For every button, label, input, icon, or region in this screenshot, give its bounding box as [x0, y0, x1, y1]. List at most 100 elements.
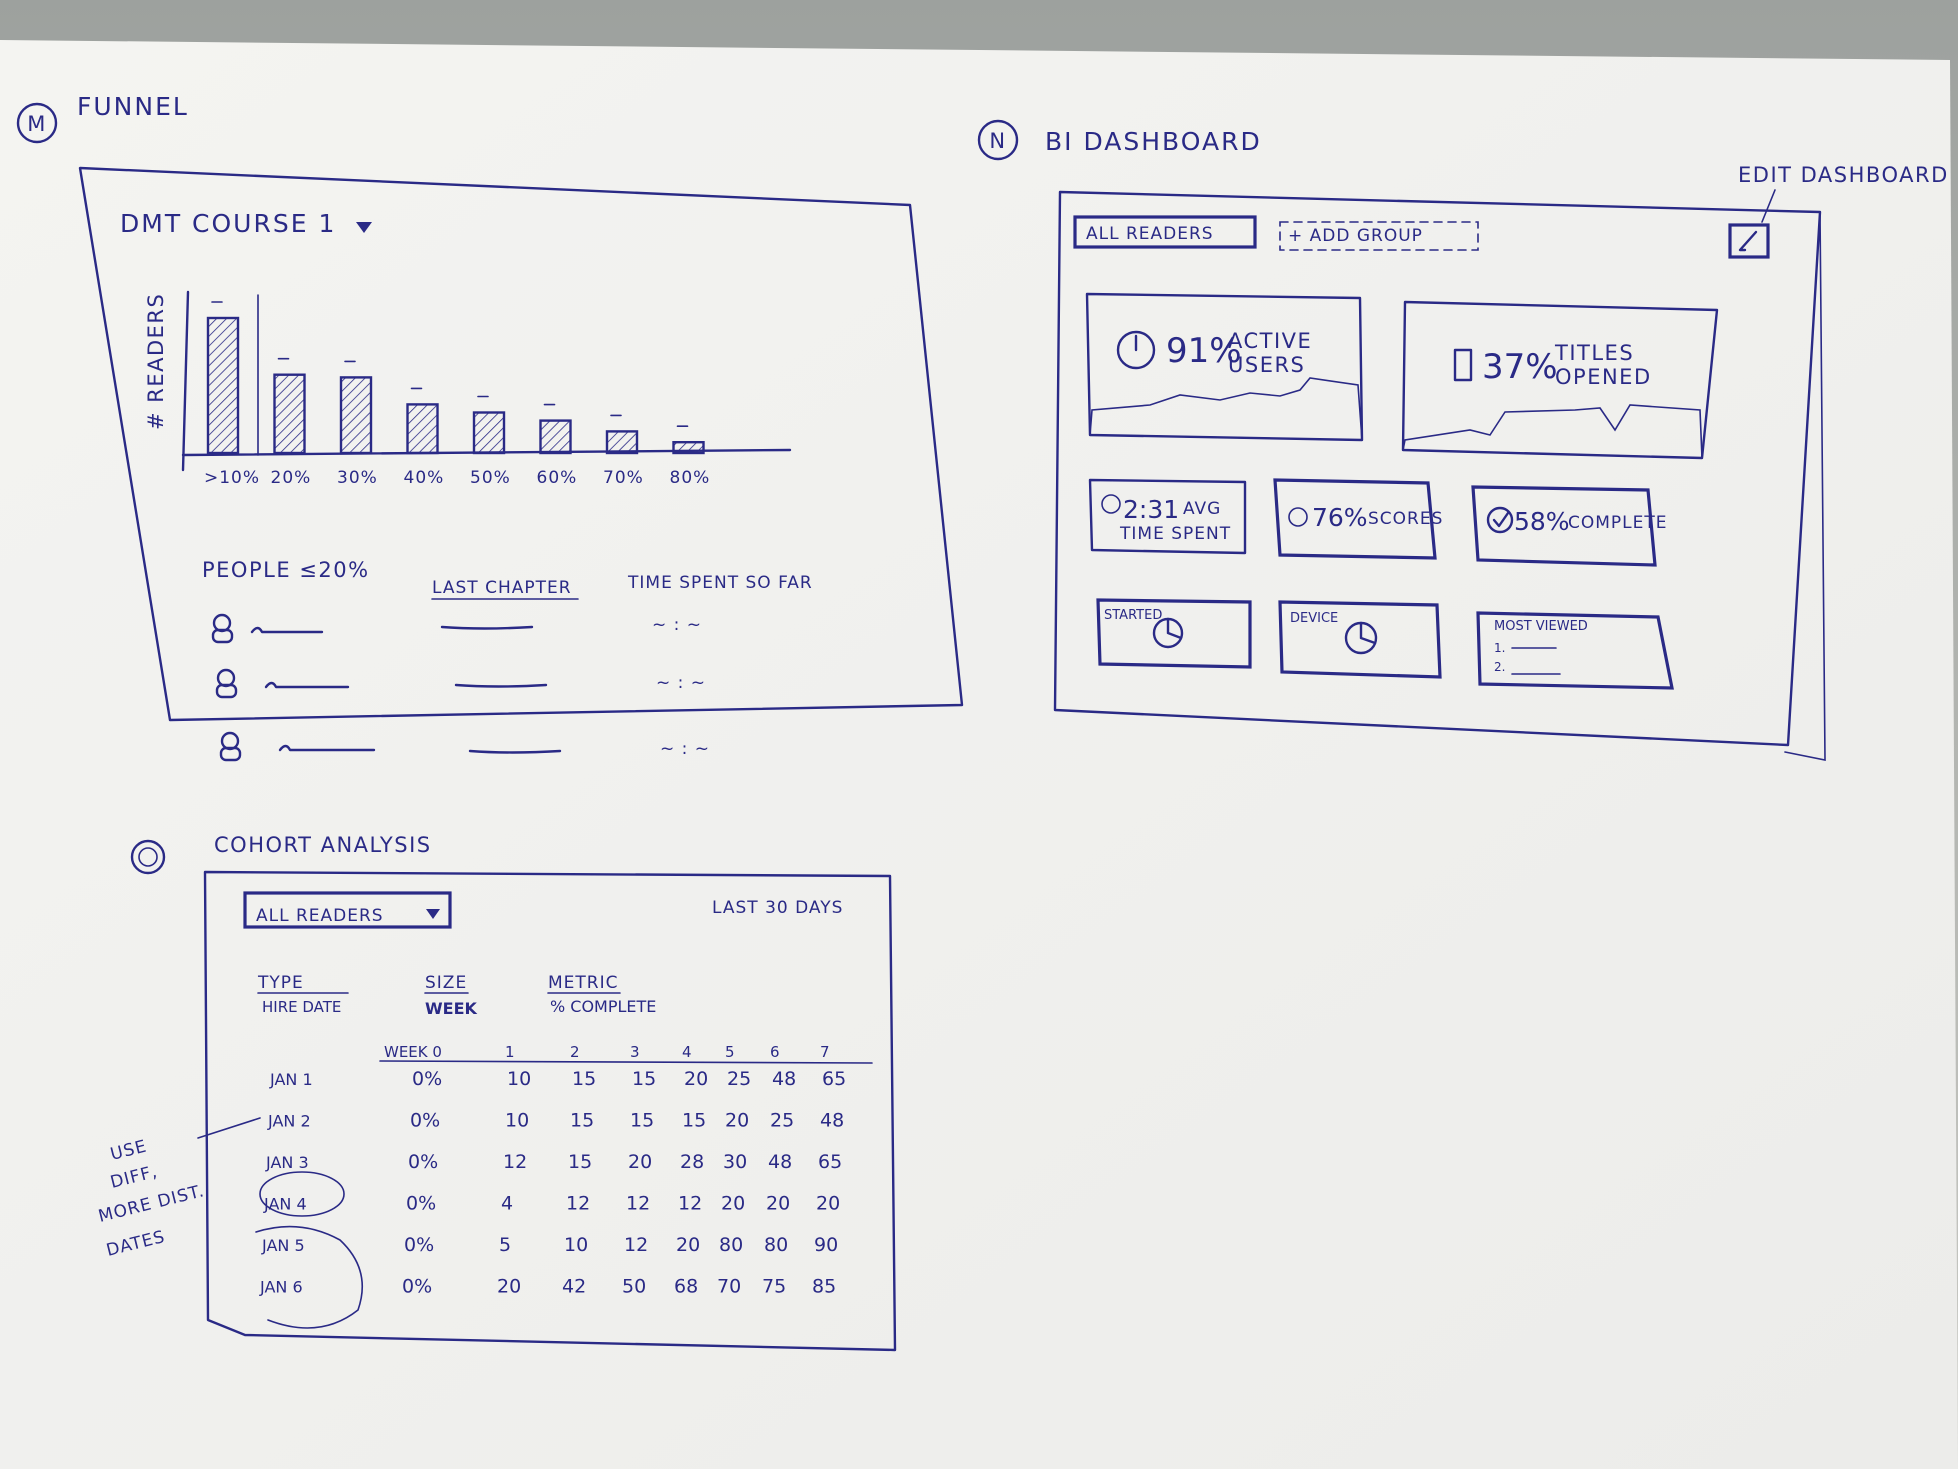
kpi-card-titles-opened[interactable]: 37% TITLES OPENED	[1401, 300, 1719, 460]
add-group-button[interactable]: + ADD GROUP	[1279, 221, 1479, 251]
stat-time-label-1: AVG	[1183, 499, 1221, 519]
cohort-cell: 0%	[404, 1234, 434, 1256]
cohort-cell: 30	[723, 1151, 747, 1173]
cohort-date-range: LAST 30 DAYS	[712, 898, 843, 918]
cohort-cell: 20	[628, 1151, 652, 1173]
funnel-bar-label: 70%	[603, 468, 644, 488]
cohort-row[interactable]: JAN 4 0% 4 12 12 12 20 20 20	[263, 1193, 840, 1215]
funnel-bar-label: 20%	[271, 468, 312, 488]
funnel-bar-chart: >10% 20% 30% 40% 50% 60% 70% 80%	[204, 294, 711, 488]
type-value[interactable]: HIRE DATE	[262, 998, 341, 1016]
kpi-card-active-users[interactable]: 91% ACTIVE USERS	[1085, 292, 1364, 442]
cohort-cell: 15	[682, 1110, 706, 1132]
section-marker-m	[16, 102, 58, 144]
person-icon-body	[215, 683, 238, 699]
size-value[interactable]: WEEK	[425, 999, 478, 1018]
funnel-bar[interactable]	[605, 430, 639, 455]
cohort-cell: 70	[717, 1276, 741, 1298]
cohort-cell: 12	[626, 1193, 650, 1215]
funnel-bar-label: 30%	[337, 468, 378, 488]
cohort-cell: 15	[568, 1151, 592, 1173]
cohort-cell: 68	[674, 1276, 698, 1298]
card-started-label: STARTED	[1104, 608, 1162, 623]
name-placeholder	[250, 626, 324, 634]
funnel-bar[interactable]	[273, 373, 306, 455]
kpi-titles-label-2: OPENED	[1555, 365, 1652, 389]
stat-complete-label: COMPLETE	[1568, 513, 1668, 533]
edit-dashboard-note: EDIT DASHBOARD	[1738, 163, 1949, 187]
name-placeholder	[264, 681, 350, 689]
cohort-filter-label: ALL READERS	[256, 906, 384, 926]
stat-card-complete[interactable]: 58% COMPLETE	[1471, 485, 1668, 567]
add-group-box	[1279, 221, 1479, 251]
cohort-header-rule	[379, 1060, 873, 1064]
funnel-bar[interactable]	[672, 441, 705, 455]
card-device-label: DEVICE	[1290, 611, 1338, 626]
pencil-icon	[1738, 230, 1758, 252]
score-icon	[1288, 507, 1308, 527]
all-readers-dropdown[interactable]: ALL READERS	[1073, 215, 1257, 249]
y-axis-label: # READERS	[144, 293, 168, 430]
section-marker-o-inner	[138, 847, 158, 867]
all-readers-dropdown-label: ALL READERS	[1086, 224, 1214, 244]
stat-time-label-2: TIME SPENT	[1119, 524, 1231, 544]
cohort-column-header: WEEK 0	[384, 1043, 442, 1061]
cohort-cell: 75	[762, 1276, 786, 1298]
card-device[interactable]: DEVICE	[1278, 600, 1442, 679]
cohort-row[interactable]: JAN 5 0% 5 10 12 20 80 80 90	[261, 1234, 838, 1256]
cohort-cell: 10	[505, 1110, 529, 1132]
cohort-cell: 15	[572, 1068, 596, 1090]
person-row[interactable]: ~ : ~	[211, 613, 702, 644]
stat-card-time-spent[interactable]: 2:31 AVG TIME SPENT	[1088, 478, 1247, 555]
cohort-cell: 25	[770, 1110, 794, 1132]
person-icon-body	[219, 746, 242, 762]
funnel-bar-label: 60%	[537, 468, 578, 488]
kpi-active-label-1: ACTIVE	[1228, 329, 1312, 353]
card-started[interactable]: STARTED	[1096, 598, 1252, 669]
funnel-bar-label: 80%	[670, 468, 711, 488]
chapter-placeholder	[468, 749, 562, 754]
cohort-row[interactable]: JAN 1 0% 10 15 15 20 25 48 65	[269, 1068, 846, 1090]
stat-card-complete-frame	[1471, 485, 1657, 567]
cohort-cell: 80	[764, 1234, 788, 1256]
cohort-row[interactable]: JAN 6 0% 20 42 50 68 70 75 85	[259, 1276, 836, 1298]
chevron-down-icon	[356, 222, 372, 233]
metric-value[interactable]: % COMPLETE	[550, 997, 656, 1016]
kpi-active-value: 91%	[1166, 331, 1242, 371]
stat-scores-value: 76%	[1312, 503, 1368, 532]
cohort-cell: 48	[768, 1151, 792, 1173]
cohort-cell: 65	[818, 1151, 842, 1173]
cohort-cell: 5	[499, 1234, 511, 1256]
jan-5-6-circle	[255, 1225, 364, 1329]
all-readers-dropdown-box	[1073, 215, 1257, 249]
cohort-filter-dropdown[interactable]: ALL READERS	[243, 891, 452, 929]
funnel-bar[interactable]	[539, 419, 572, 455]
cohort-column-header: 3	[630, 1043, 640, 1061]
funnel-bar[interactable]	[206, 316, 240, 455]
clock-icon	[1101, 494, 1121, 514]
person-row[interactable]: ~ : ~	[219, 731, 710, 762]
course-selector[interactable]: DMT COURSE 1	[120, 209, 372, 238]
pie-slice	[1166, 617, 1183, 640]
cohort-row[interactable]: JAN 2 0% 10 15 15 15 20 25 48	[267, 1110, 844, 1132]
cohort-column-header: 4	[682, 1043, 692, 1061]
time-placeholder: ~ : ~	[660, 739, 710, 759]
card-most-viewed[interactable]: MOST VIEWED 1. 2.	[1476, 611, 1674, 690]
edit-dashboard-button[interactable]	[1728, 223, 1770, 259]
funnel-bar[interactable]	[406, 403, 439, 455]
cohort-cell: 10	[507, 1068, 531, 1090]
titles-opened-sparkline	[1402, 404, 1703, 459]
cohort-heading: COHORT ANALYSIS	[214, 833, 432, 857]
cohort-cell: 12	[566, 1193, 590, 1215]
cohort-cell: 15	[570, 1110, 594, 1132]
stat-scores-label: SCORES	[1368, 509, 1443, 529]
cohort-row[interactable]: JAN 3 0% 12 15 20 28 30 48 65	[265, 1151, 842, 1173]
stat-card-scores[interactable]: 76% SCORES	[1273, 478, 1443, 560]
funnel-bar[interactable]	[339, 376, 373, 455]
time-placeholder: ~ : ~	[652, 615, 702, 635]
cohort-column-header: 6	[770, 1043, 780, 1061]
person-row[interactable]: ~ : ~	[215, 668, 706, 699]
bi-dashboard-frame	[1053, 190, 1822, 747]
funnel-bar[interactable]	[472, 411, 506, 455]
cohort-row-date: JAN 6	[259, 1278, 303, 1297]
